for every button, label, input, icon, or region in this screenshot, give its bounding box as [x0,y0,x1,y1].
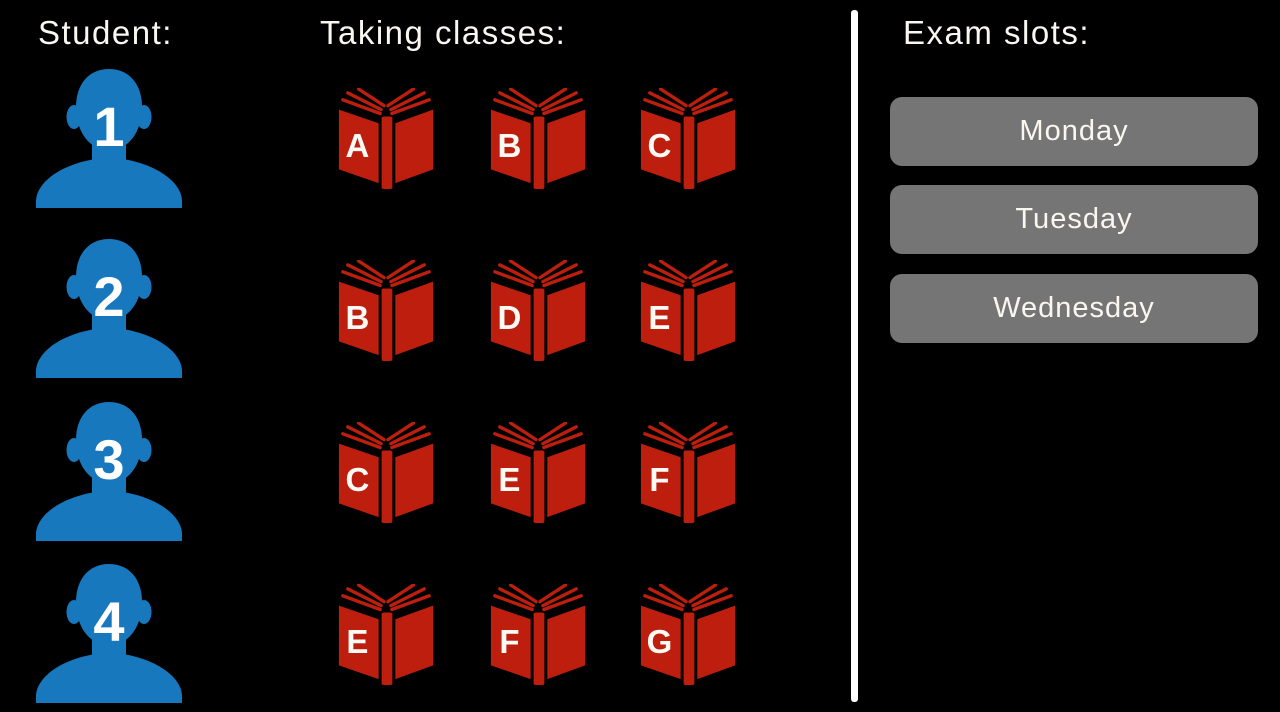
student-number: 1 [93,95,125,158]
open-book-icon [338,422,434,524]
exam-slot-button-monday[interactable]: Monday [890,97,1258,166]
student-number: 4 [93,590,125,653]
open-book-icon [640,88,736,190]
column-divider [851,10,858,702]
class-letter: E [498,460,521,498]
class-book-student1-C: C [637,88,739,190]
class-letter: F [649,460,670,498]
class-letter: B [345,298,370,336]
class-letter: E [346,622,369,660]
class-letter: G [646,622,673,660]
open-book-icon [338,88,434,190]
person-silhouette-icon [36,239,182,378]
class-book-student4-E: E [335,584,437,686]
class-letter: F [499,622,520,660]
class-letter: D [497,298,522,336]
person-silhouette-icon [36,69,182,208]
student-number: 2 [93,265,125,328]
exam-slot-label: Tuesday [1015,203,1133,235]
open-book-icon [338,584,434,686]
student-number: 3 [93,428,125,491]
exam-slot-button-tuesday[interactable]: Tuesday [890,185,1258,254]
class-book-student2-E: E [637,260,739,362]
open-book-icon [490,584,586,686]
person-silhouette-icon [36,564,182,703]
class-letter: E [648,298,671,336]
open-book-icon [490,422,586,524]
class-book-student3-F: F [637,422,739,524]
class-book-student4-F: F [487,584,589,686]
class-book-student4-G: G [637,584,739,686]
open-book-icon [490,88,586,190]
class-letter: B [497,126,522,164]
student-2-avatar: 2 [33,238,185,378]
class-book-student1-A: A [335,88,437,190]
exam-slot-label: Monday [1019,115,1129,147]
student-3-avatar: 3 [33,401,185,541]
class-book-student1-B: B [487,88,589,190]
exam-slot-label: Wednesday [993,292,1155,324]
class-book-student2-B: B [335,260,437,362]
student-1-avatar: 1 [33,68,185,208]
students-column-header: Student: [38,14,173,51]
exam-slot-button-wednesday[interactable]: Wednesday [890,274,1258,343]
exam-slots-column-header: Exam slots: [903,14,1091,51]
open-book-icon [640,584,736,686]
classes-column-header: Taking classes: [320,14,567,51]
person-silhouette-icon [36,402,182,541]
class-letter: C [647,126,672,164]
open-book-icon [490,260,586,362]
class-letter: A [345,126,370,164]
class-book-student3-C: C [335,422,437,524]
open-book-icon [640,260,736,362]
open-book-icon [338,260,434,362]
class-book-student2-D: D [487,260,589,362]
class-letter: C [345,460,370,498]
open-book-icon [640,422,736,524]
student-4-avatar: 4 [33,563,185,703]
class-book-student3-E: E [487,422,589,524]
